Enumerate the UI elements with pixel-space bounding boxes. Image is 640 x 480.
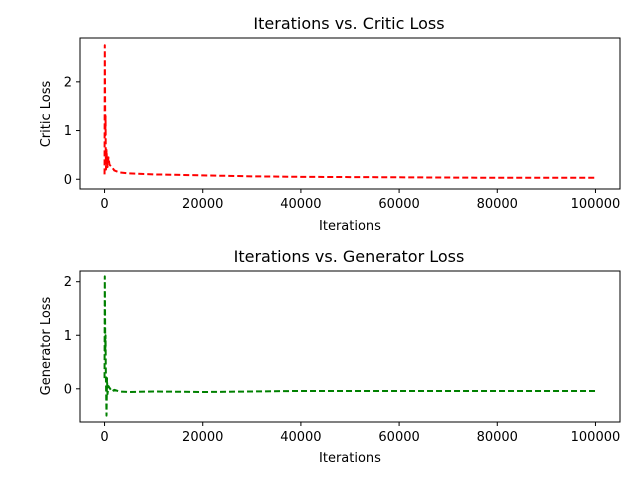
critic-loss-x-tick-label: 80000 xyxy=(477,197,518,212)
critic-loss-axes-frame xyxy=(79,37,621,190)
generator-loss-series-line xyxy=(103,275,596,417)
critic-loss-x-tick-label: 60000 xyxy=(378,197,419,212)
critic-loss-x-tick-label: 0 xyxy=(100,197,108,212)
critic-loss-subplot: Iterations vs. Critic Loss 0 20000 40000 60… xyxy=(39,14,621,234)
generator-loss-x-tick-label: 20000 xyxy=(182,430,223,445)
generator-loss-title: Iterations vs. Generator Loss xyxy=(234,247,465,266)
generator-loss-x-tick-label: 40000 xyxy=(280,430,321,445)
critic-loss-x-axis-label: Iterations xyxy=(319,219,381,234)
generator-loss-x-tick-label: 100000 xyxy=(571,430,621,445)
critic-loss-y-axis-label: Critic Loss xyxy=(39,81,54,148)
critic-loss-y-tick-label: 2 xyxy=(64,75,72,90)
generator-loss-axes-frame xyxy=(79,270,621,423)
generator-loss-x-ticks: 0 20000 40000 60000 80000 100000 xyxy=(100,422,620,445)
generator-loss-y-tick-label: 0 xyxy=(64,382,72,397)
critic-loss-x-tick-label: 100000 xyxy=(571,197,621,212)
generator-loss-x-axis-label: Iterations xyxy=(319,451,381,466)
critic-loss-x-ticks: 0 20000 40000 60000 80000 100000 xyxy=(100,189,620,212)
generator-loss-subplot: Iterations vs. Generator Loss 0 20000 4000… xyxy=(39,247,621,466)
generator-loss-y-tick-label: 1 xyxy=(64,329,72,344)
generator-loss-y-tick-label: 2 xyxy=(64,275,72,290)
critic-loss-series-line xyxy=(103,44,596,179)
generator-loss-y-ticks: 0 1 2 xyxy=(64,275,80,397)
critic-loss-title: Iterations vs. Critic Loss xyxy=(253,14,444,33)
critic-loss-plot-area xyxy=(103,44,596,179)
critic-loss-y-tick-label: 1 xyxy=(64,124,72,139)
critic-loss-x-tick-label: 40000 xyxy=(280,197,321,212)
critic-loss-y-tick-label: 0 xyxy=(64,173,72,188)
critic-loss-y-ticks: 0 1 2 xyxy=(64,75,80,188)
generator-loss-y-axis-label: Generator Loss xyxy=(39,296,54,395)
generator-loss-x-tick-label: 0 xyxy=(100,430,108,445)
generator-loss-x-tick-label: 60000 xyxy=(378,430,419,445)
critic-loss-x-tick-label: 20000 xyxy=(182,197,223,212)
generator-loss-x-tick-label: 80000 xyxy=(477,430,518,445)
generator-loss-plot-area xyxy=(103,275,596,417)
